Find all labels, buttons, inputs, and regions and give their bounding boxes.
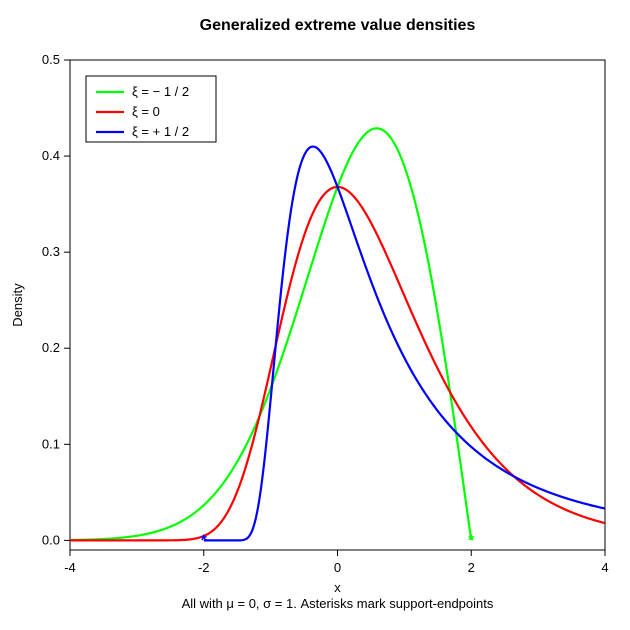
chart-container: { "chart": { "type": "line", "width": 63…	[0, 0, 630, 630]
y-tick-label: 0.2	[42, 340, 60, 355]
series-xi_neg_half	[70, 128, 471, 540]
y-tick-label: 0.5	[42, 52, 60, 67]
y-axis-title: Density	[10, 283, 25, 327]
x-tick-label: -2	[198, 560, 210, 575]
chart-subtitle: All with μ = 0, σ = 1. Asterisks mark su…	[182, 596, 494, 611]
legend-label: ξ = + 1 / 2	[132, 124, 189, 139]
chart-svg: -4 -2 0 2 4 0.0 0.1 0.2 0.3 0.4 0.5 x Density General…	[0, 0, 630, 630]
support-asterisk: *	[201, 532, 208, 549]
series-xi_pos_half	[204, 147, 605, 541]
support-asterisk: *	[468, 532, 475, 549]
x-tick-label: 4	[601, 560, 608, 575]
x-axis-title: x	[334, 580, 341, 595]
y-tick-label: 0.1	[42, 436, 60, 451]
y-tick-label: 0.0	[42, 532, 60, 547]
x-tick-label: 2	[468, 560, 475, 575]
y-tick-label: 0.3	[42, 244, 60, 259]
x-tick-label: 0	[334, 560, 341, 575]
series-xi_zero	[70, 187, 605, 540]
x-tick-label: -4	[64, 560, 76, 575]
legend-label: ξ = 0	[132, 104, 160, 119]
y-tick-label: 0.4	[42, 148, 60, 163]
legend-label: ξ = − 1 / 2	[132, 84, 189, 99]
chart-title: Generalized extreme value densities	[200, 17, 476, 34]
